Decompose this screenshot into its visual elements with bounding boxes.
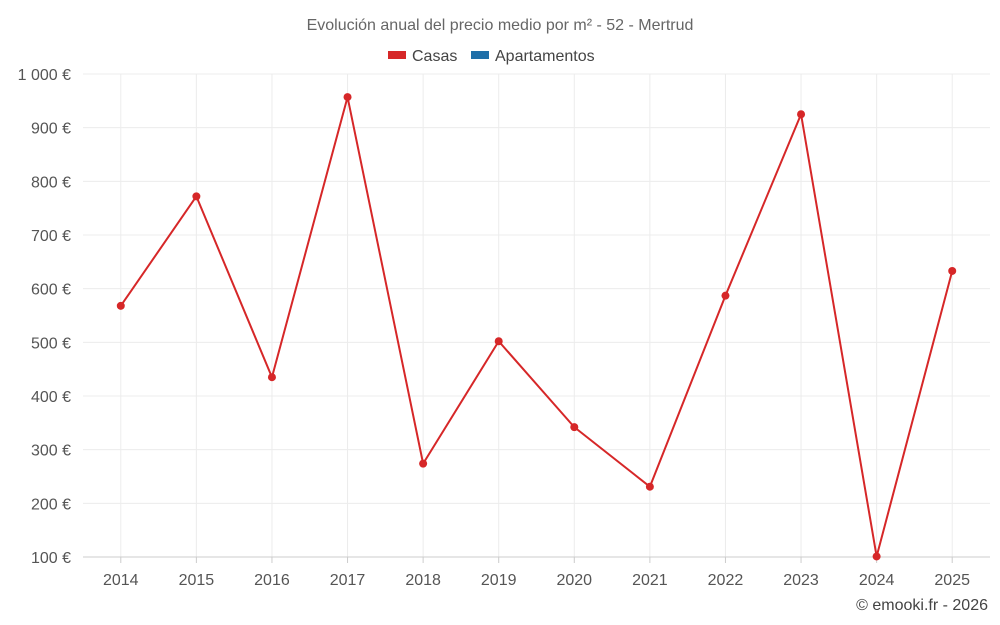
chart-title: Evolución anual del precio medio por m² … xyxy=(307,17,694,34)
x-tick-label: 2025 xyxy=(934,572,970,589)
x-tick-label: 2018 xyxy=(405,572,441,589)
x-tick-label: 2017 xyxy=(330,572,366,589)
x-tick-label: 2019 xyxy=(481,572,517,589)
data-point-2021[interactable] xyxy=(645,482,654,491)
y-tick-label: 400 € xyxy=(31,389,71,406)
legend-item-apartamentos[interactable]: Apartamentos xyxy=(471,48,595,65)
data-point-2025[interactable] xyxy=(948,266,957,275)
x-tick-label: 2021 xyxy=(632,572,668,589)
y-tick-label: 500 € xyxy=(31,335,71,352)
y-tick-label: 1 000 € xyxy=(18,67,71,84)
grid-lines xyxy=(83,73,990,558)
copyright-text: © emooki.fr - 2026 xyxy=(856,597,988,614)
data-point-2022[interactable] xyxy=(721,291,730,300)
series-casas xyxy=(116,93,957,561)
legend-swatch xyxy=(388,51,406,59)
legend-label: Casas xyxy=(412,48,457,65)
y-tick-label: 200 € xyxy=(31,496,71,513)
x-tick-label: 2023 xyxy=(783,572,819,589)
y-axis: 100 € 200 € 300 € 400 € 500 € 600 € 700 € 800 €… xyxy=(18,67,71,567)
x-tick-label: 2022 xyxy=(708,572,744,589)
x-tick-label: 2015 xyxy=(179,572,215,589)
legend-swatch xyxy=(471,51,489,59)
x-tick-label: 2024 xyxy=(859,572,895,589)
x-tick-label: 2014 xyxy=(103,572,139,589)
data-point-2023[interactable] xyxy=(797,110,806,119)
y-tick-label: 800 € xyxy=(31,174,71,191)
x-tick-label: 2016 xyxy=(254,572,290,589)
data-point-2016[interactable] xyxy=(267,373,276,382)
data-point-2014[interactable] xyxy=(116,301,125,310)
y-tick-label: 300 € xyxy=(31,443,71,460)
series-layer xyxy=(116,93,957,561)
legend-label: Apartamentos xyxy=(495,48,595,65)
y-tick-label: 600 € xyxy=(31,282,71,299)
series-line xyxy=(119,96,954,558)
y-tick-label: 900 € xyxy=(31,121,71,138)
y-tick-label: 700 € xyxy=(31,228,71,245)
data-point-2020[interactable] xyxy=(570,423,579,432)
data-point-2019[interactable] xyxy=(494,337,503,346)
data-point-2024[interactable] xyxy=(872,552,881,561)
data-point-2017[interactable] xyxy=(343,93,352,102)
y-tick-label: 100 € xyxy=(31,550,71,567)
legend: Casas Apartamentos xyxy=(388,48,595,65)
legend-item-casas[interactable]: Casas xyxy=(388,48,457,65)
x-tick-label: 2020 xyxy=(556,572,592,589)
x-axis: 2014 2015 2016 2017 2018 2019 2020 2021 2022 2023… xyxy=(83,556,990,589)
data-point-2018[interactable] xyxy=(419,459,428,468)
data-point-2015[interactable] xyxy=(192,192,201,201)
